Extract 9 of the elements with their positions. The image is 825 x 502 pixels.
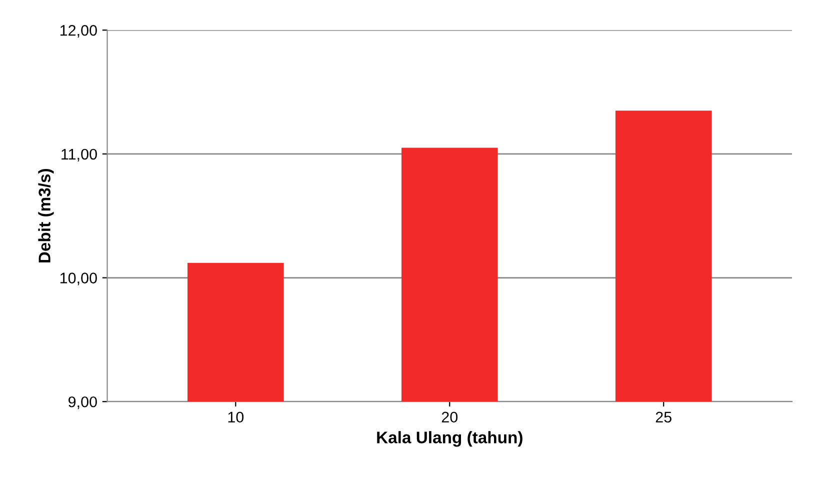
- y-tick-label: 10,00: [60, 272, 97, 286]
- x-tick-label: 25: [656, 412, 672, 423]
- x-tick-label: 20: [442, 412, 458, 423]
- y-tick-label: 12,00: [60, 24, 97, 38]
- x-tick-label: 10: [228, 412, 244, 423]
- y-tick-label: 9,00: [68, 396, 97, 410]
- y-tick-label: 11,00: [62, 148, 97, 162]
- y-axis-title: Debit (m3/s): [38, 168, 54, 262]
- x-axis-title: Kala Ulang (tahun): [377, 431, 522, 447]
